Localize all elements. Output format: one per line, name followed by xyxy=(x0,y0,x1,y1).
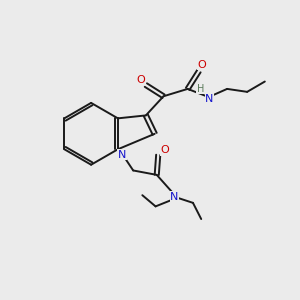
Text: N: N xyxy=(170,192,178,202)
Text: N: N xyxy=(205,94,214,103)
Text: O: O xyxy=(160,146,169,155)
Text: O: O xyxy=(197,60,206,70)
Text: N: N xyxy=(118,150,127,160)
Text: H: H xyxy=(197,84,204,94)
Text: O: O xyxy=(136,75,145,85)
